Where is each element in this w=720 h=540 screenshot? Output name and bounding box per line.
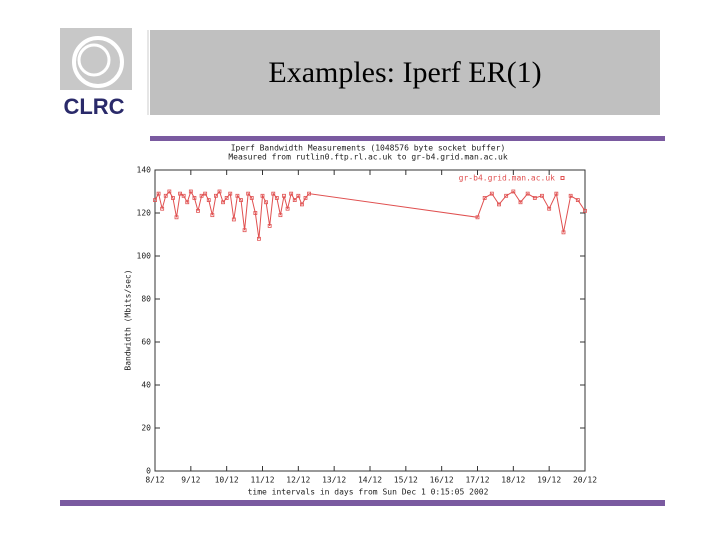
data-point [224, 196, 229, 200]
data-point [163, 193, 168, 198]
data-point [214, 193, 218, 198]
divider [60, 500, 665, 506]
data-point [475, 215, 480, 220]
data-point [274, 196, 279, 200]
y-tick-label: 60 [141, 338, 151, 347]
data-point [246, 191, 251, 196]
y-tick-label: 0 [146, 467, 151, 476]
y-tick-label: 120 [137, 209, 152, 218]
data-point [206, 198, 211, 203]
x-tick-label: 9/12 [181, 476, 200, 485]
data-point [568, 193, 573, 198]
data-point [249, 196, 254, 200]
data-point [188, 189, 193, 194]
data-point [260, 193, 265, 198]
data-point [547, 206, 552, 211]
y-tick-label: 140 [137, 166, 152, 175]
legend-swatch [560, 176, 565, 180]
data-point [171, 196, 175, 200]
data-point [174, 215, 179, 220]
x-tick-label: 20/12 [573, 476, 597, 485]
data-point [228, 191, 233, 196]
title-box [150, 30, 660, 115]
data-point [296, 193, 301, 198]
y-axis-label: Bandwidth (Mbits/sec) [124, 269, 133, 370]
chart-subtitle: Measured from rutlin0.ftp.rl.ac.uk to gr… [228, 153, 508, 162]
logo-swirl [77, 43, 111, 77]
x-axis-label: time intervals in days from Sun Dec 1 0:… [248, 488, 489, 497]
y-tick-label: 100 [137, 252, 152, 261]
data-point [497, 202, 501, 207]
data-point [482, 196, 487, 200]
chart: Iperf Bandwidth Measurements (1048576 by… [124, 144, 598, 497]
data-point [583, 208, 587, 213]
data-point [278, 213, 283, 218]
data-point [192, 196, 197, 200]
data-point [303, 196, 308, 200]
logo: CLRC [60, 28, 132, 119]
data-point [525, 191, 530, 196]
chart-title: Iperf Bandwidth Measurements (1048576 by… [231, 144, 506, 153]
data-point [575, 198, 580, 203]
data-point [196, 208, 200, 213]
data-point [239, 198, 243, 203]
data-point [561, 230, 566, 235]
data-point [540, 193, 544, 198]
data-point [221, 200, 225, 205]
data-point [181, 193, 186, 198]
x-tick-label: 19/12 [537, 476, 561, 485]
data-point [300, 202, 304, 207]
data-point [167, 189, 172, 194]
x-tick-label: 18/12 [501, 476, 525, 485]
data-point [504, 193, 509, 198]
legend-label: gr-b4.grid.man.ac.uk [459, 174, 556, 183]
data-point [532, 196, 537, 200]
plot-frame [154, 169, 586, 472]
x-tick-label: 10/12 [215, 476, 239, 485]
y-tick-label: 20 [141, 424, 151, 433]
data-point [267, 223, 272, 228]
data-point [210, 213, 215, 218]
data-point [518, 200, 523, 205]
data-point [292, 198, 297, 203]
data-point [231, 217, 236, 222]
x-tick-label: 16/12 [430, 476, 454, 485]
data-point [242, 228, 247, 233]
data-point [282, 193, 286, 198]
data-point [271, 191, 276, 196]
data-point [160, 206, 165, 211]
data-point [253, 211, 258, 215]
slide-title: Examples: Iperf ER(1) [268, 56, 541, 89]
x-tick-label: 17/12 [465, 476, 489, 485]
logo-swirl [72, 36, 124, 88]
data-point [489, 191, 494, 196]
y-tick-label: 40 [141, 381, 151, 390]
data-point [199, 193, 204, 198]
x-tick-label: 8/12 [145, 476, 164, 485]
data-point [307, 191, 311, 196]
data-point [257, 236, 261, 241]
x-tick-label: 12/12 [286, 476, 310, 485]
data-point [156, 191, 161, 196]
data-point [178, 191, 182, 196]
data-point [203, 191, 208, 196]
logo-text: CLRC [63, 94, 124, 119]
data-point [235, 193, 240, 198]
data-point [285, 206, 290, 211]
data-point [264, 200, 268, 205]
data-point [554, 191, 559, 196]
data-point [289, 191, 294, 196]
divider [150, 136, 665, 141]
data-point [153, 198, 157, 203]
x-tick-label: 14/12 [358, 476, 382, 485]
series-line [154, 190, 586, 239]
x-tick-label: 13/12 [322, 476, 346, 485]
x-tick-label: 15/12 [394, 476, 418, 485]
y-tick-label: 80 [141, 295, 151, 304]
data-point [217, 189, 222, 194]
x-tick-label: 11/12 [250, 476, 274, 485]
data-point [511, 189, 516, 194]
data-point [185, 200, 190, 205]
